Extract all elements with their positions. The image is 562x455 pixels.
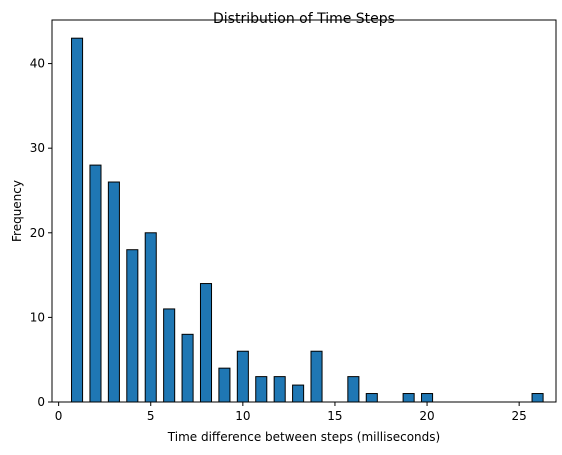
- plot-frame: [51, 19, 557, 403]
- histogram-bar: [421, 393, 434, 403]
- x-tick-label: 10: [235, 409, 250, 423]
- y-tick-label: 20: [30, 226, 45, 240]
- chart-title: Distribution of Time Steps: [213, 11, 395, 27]
- histogram-bar: [144, 232, 157, 403]
- y-tick-label: 10: [30, 310, 45, 324]
- x-tick-label: 5: [147, 409, 155, 423]
- histogram-bar: [181, 333, 194, 403]
- histogram-bar: [199, 283, 213, 403]
- histogram-bar: [347, 376, 360, 403]
- histogram-bar: [531, 393, 544, 403]
- histogram-bar: [273, 376, 286, 403]
- histogram-bar: [218, 367, 231, 403]
- histogram-bar: [107, 181, 120, 403]
- y-axis-ticks: 0 10 20 30 40: [30, 57, 52, 409]
- y-axis-label: Frequency: [10, 180, 24, 242]
- histogram-bar: [236, 350, 249, 403]
- x-tick-label: 15: [327, 409, 342, 423]
- histogram-bar: [126, 249, 139, 403]
- histogram-bar: [310, 350, 323, 403]
- x-axis-label: Time difference between steps (milliseco…: [167, 430, 440, 444]
- y-tick-label: 0: [37, 395, 45, 409]
- histogram-bar: [365, 393, 378, 403]
- histogram-bar: [402, 393, 415, 403]
- histogram-bar: [292, 384, 305, 403]
- y-tick-label: 40: [30, 57, 45, 71]
- bars-group: [71, 37, 544, 403]
- x-tick-label: 20: [419, 409, 434, 423]
- x-axis-ticks: 0 5 10 15 20 25: [55, 402, 527, 423]
- histogram-bar: [255, 376, 268, 403]
- histogram-bar: [89, 164, 102, 403]
- histogram-bar: [71, 37, 84, 403]
- x-tick-label: 25: [512, 409, 527, 423]
- x-tick-label: 0: [55, 409, 63, 423]
- histogram-bar: [163, 308, 176, 403]
- y-tick-label: 30: [30, 141, 45, 155]
